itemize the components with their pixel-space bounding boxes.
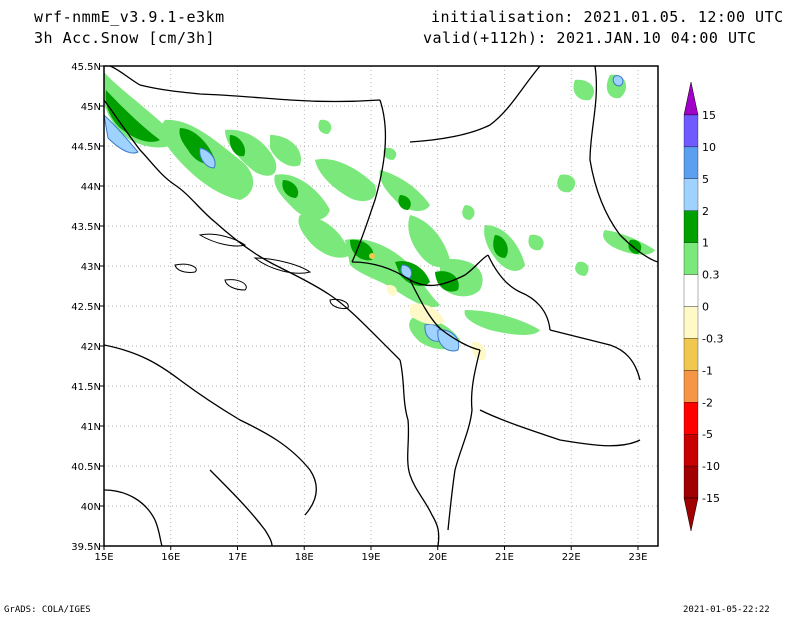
- valid-time: valid(+112h): 2021.JAN.10 04:00 UTC: [423, 29, 757, 47]
- lat-tick-label-1: 40N: [81, 502, 101, 513]
- lat-tick-label-7: 43N: [81, 262, 101, 273]
- lat-tick-label-5: 42N: [81, 342, 101, 353]
- colorbar-label-6: 0: [702, 301, 709, 314]
- colorbar-cell-3: [683, 210, 699, 243]
- colorbar-label-0: 15: [702, 109, 716, 122]
- colorbar-label-3: 2: [702, 205, 709, 218]
- lat-tick-label-12: 45.5N: [71, 62, 101, 73]
- footer-timestamp: 2021-01-05-22:22: [683, 605, 770, 615]
- color-bar: 15 10 5 2 1 0.3 0 -0.3 -1 -2 -5 -10 -15: [683, 81, 723, 532]
- colorbar-cell-7: [683, 338, 699, 371]
- lat-tick-label-10: 44.5N: [71, 142, 101, 153]
- lat-tick-label-3: 41N: [81, 422, 101, 433]
- lon-tick-label-6: 21E: [495, 552, 514, 563]
- lat-tick-label-6: 42.5N: [71, 302, 101, 313]
- lat-tick-label-4: 41.5N: [71, 382, 101, 393]
- colorbar-arrow-top: [683, 81, 699, 116]
- latitude-ticks: 39.5N 40N 40.5N 41N 41.5N 42N 42.5N 43N 43.5N 44N…: [71, 62, 104, 553]
- lon-tick-label-2: 17E: [228, 552, 247, 563]
- colorbar-cell-11: [683, 465, 699, 499]
- colorbar-cell-10: [683, 434, 699, 467]
- colorbar-cell-6: [683, 306, 699, 339]
- lat-tick-label-0: 39.5N: [71, 542, 101, 553]
- lat-tick-label-8: 43.5N: [71, 222, 101, 233]
- lat-tick-label-11: 45N: [81, 102, 101, 113]
- lon-tick-label-7: 22E: [562, 552, 581, 563]
- colorbar-cell-8: [683, 370, 699, 403]
- colorbar-arrow-bottom: [683, 497, 699, 532]
- lon-tick-label-1: 16E: [161, 552, 180, 563]
- colorbar-label-9: -2: [702, 396, 713, 409]
- colorbar-label-10: -5: [702, 428, 713, 441]
- footer-credit: GrADS: COLA/IGES: [4, 605, 91, 615]
- lon-tick-label-5: 20E: [428, 552, 447, 563]
- colorbar-cell-0: [683, 114, 699, 148]
- variable-title: 3h Acc.Snow [cm/3h]: [34, 29, 216, 47]
- colorbar-cell-4: [683, 242, 699, 275]
- init-time: initialisation: 2021.01.05. 12:00 UTC: [431, 8, 784, 26]
- colorbar-label-11: -10: [702, 460, 720, 473]
- snow-field: [104, 66, 658, 546]
- colorbar-cell-5: [683, 274, 699, 307]
- model-title: wrf-nmmE_v3.9.1-e3km: [34, 8, 225, 26]
- colorbar-label-4: 1: [702, 237, 709, 250]
- colorbar-cell-2: [683, 178, 699, 211]
- lon-tick-label-0: 15E: [94, 552, 113, 563]
- lat-tick-label-9: 44N: [81, 182, 101, 193]
- lon-tick-label-3: 18E: [295, 552, 314, 563]
- colorbar-label-1: 10: [702, 141, 716, 154]
- colorbar-label-8: -1: [702, 364, 713, 377]
- colorbar-label-2: 5: [702, 173, 709, 186]
- lon-tick-label-8: 23E: [628, 552, 647, 563]
- colorbar-label-7: -0.3: [702, 332, 723, 345]
- lat-tick-label-2: 40.5N: [71, 462, 101, 473]
- colorbar-label-5: 0.3: [702, 269, 720, 282]
- colorbar-label-12: -15: [702, 492, 720, 505]
- longitude-ticks: 15E 16E 17E 18E 19E 20E 21E 22E 23E: [94, 546, 647, 563]
- colorbar-cell-1: [683, 146, 699, 179]
- colorbar-cell-9: [683, 402, 699, 435]
- lon-tick-label-4: 19E: [361, 552, 380, 563]
